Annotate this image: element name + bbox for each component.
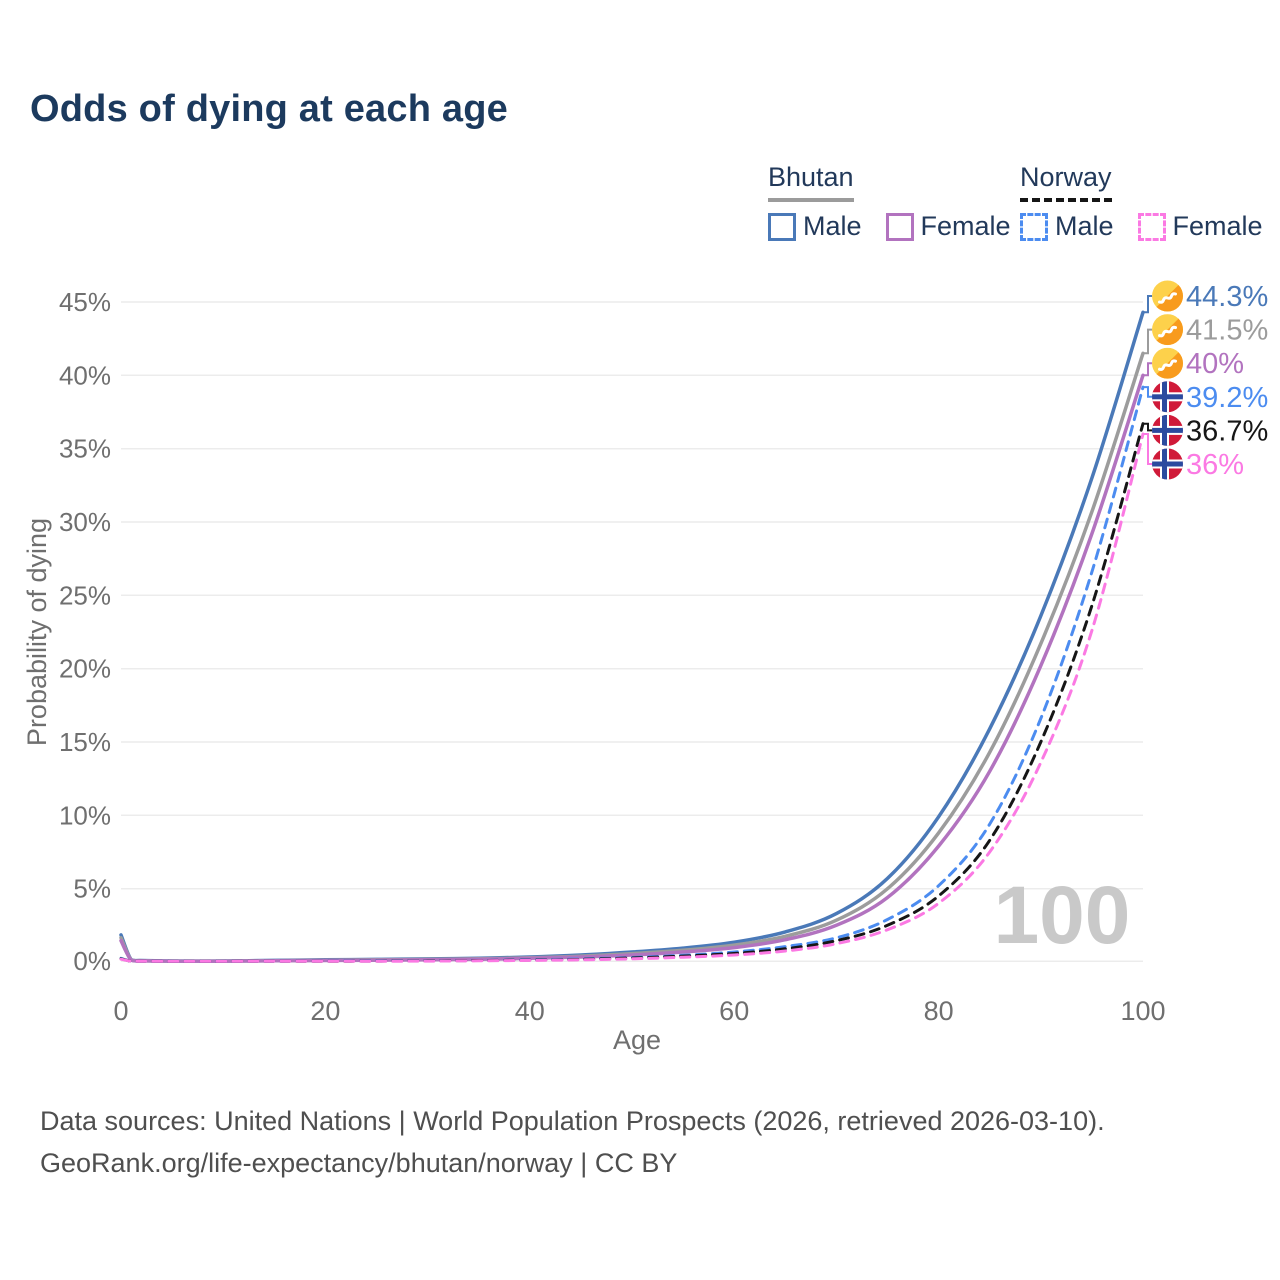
x-tick-label: 60 — [719, 996, 749, 1026]
legend-header-bhutan: Bhutan — [768, 162, 854, 202]
norway-flag-icon — [1152, 381, 1183, 413]
page-title: Odds of dying at each age — [30, 88, 508, 130]
legend-item-label: Male — [1055, 211, 1114, 241]
y-tick-label: 30% — [59, 507, 111, 537]
end-label-connector — [1143, 328, 1152, 355]
legend-header-norway: Norway — [1020, 162, 1112, 202]
y-tick-label: 10% — [59, 800, 111, 830]
norway-male-swatch-icon — [1020, 212, 1048, 241]
end-label-connector — [1143, 422, 1152, 432]
end-label-connector — [1143, 295, 1152, 314]
y-tick-label: 35% — [59, 434, 111, 464]
series-line-norway-male — [119, 385, 1145, 963]
footer: Data sources: United Nations | World Pop… — [40, 1100, 1105, 1184]
y-tick-label: 5% — [73, 874, 111, 904]
end-label-connector — [1143, 362, 1152, 377]
y-tick-label: 40% — [59, 360, 111, 390]
series-line-bhutan-both — [119, 351, 1145, 963]
y-axis-title: Probability of dying — [22, 518, 52, 746]
x-tick-label: 0 — [113, 996, 128, 1026]
legend-group-norway: Norway Male Female — [1020, 162, 1263, 242]
x-tick-label: 80 — [924, 996, 954, 1026]
norway-female-swatch-icon — [1137, 212, 1166, 241]
legend-item-label: Female — [920, 211, 1011, 241]
data-sources-line: Data sources: United Nations | World Pop… — [40, 1106, 1105, 1136]
legend-item-label: Male — [803, 211, 862, 241]
bhutan-female-swatch-icon — [885, 212, 914, 241]
bhutan-flag-icon — [1152, 347, 1183, 379]
end-label-connector — [1143, 433, 1152, 465]
legend-item-label: Female — [1172, 211, 1263, 241]
attribution-line: GeoRank.org/life-expectancy/bhutan/norwa… — [40, 1148, 678, 1178]
end-value-label-bhutan-male: 44.3% — [1186, 281, 1268, 313]
end-value-label-bhutan-female: 40% — [1186, 348, 1244, 380]
legend-item-norway-female[interactable]: Female — [1137, 211, 1263, 242]
end-label-connector — [1143, 386, 1152, 398]
y-tick-label: 45% — [59, 287, 111, 317]
series-line-bhutan-male — [119, 310, 1145, 963]
legend-item-bhutan-male[interactable]: Male — [768, 211, 862, 242]
legend-group-bhutan: Bhutan Male Female — [768, 162, 1011, 242]
end-value-label-norway-both: 36.7% — [1186, 415, 1268, 447]
y-tick-label: 20% — [59, 654, 111, 684]
y-tick-label: 15% — [59, 727, 111, 757]
series-line-norway-both — [119, 422, 1145, 963]
x-axis-title: Age — [613, 1025, 661, 1055]
bhutan-flag-icon — [1152, 280, 1183, 312]
series-line-norway-female — [119, 432, 1145, 963]
x-tick-label: 40 — [515, 996, 545, 1026]
y-tick-label: 25% — [59, 580, 111, 610]
x-tick-label: 100 — [1120, 996, 1165, 1026]
norway-flag-icon — [1152, 414, 1183, 446]
bhutan-male-swatch-icon — [768, 212, 796, 241]
end-value-label-norway-female: 36% — [1186, 449, 1244, 481]
end-value-label-bhutan-both: 41.5% — [1186, 315, 1268, 347]
x-tick-label: 20 — [310, 996, 340, 1026]
end-value-label-norway-male: 39.2% — [1186, 382, 1268, 414]
bhutan-flag-icon — [1152, 314, 1183, 346]
legend-item-norway-male[interactable]: Male — [1020, 211, 1114, 242]
watermark-age-100: 100 — [994, 870, 1131, 961]
legend-item-bhutan-female[interactable]: Female — [885, 211, 1011, 242]
norway-flag-icon — [1152, 448, 1183, 480]
y-tick-label: 0% — [73, 946, 111, 976]
